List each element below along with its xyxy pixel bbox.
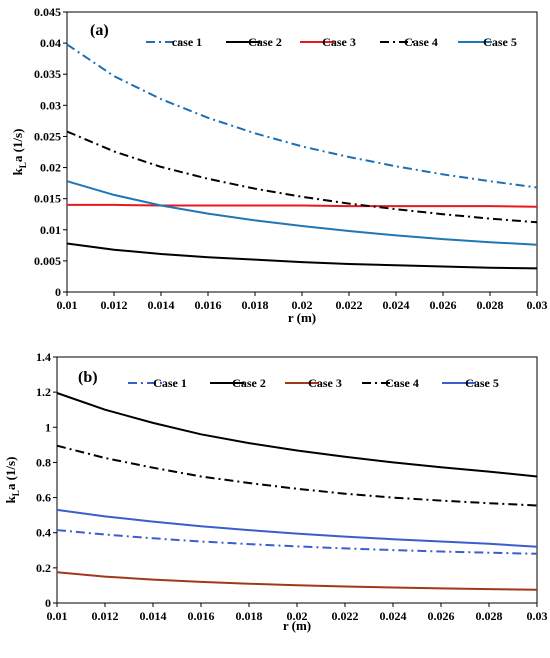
series-line-3: [67, 203, 538, 208]
series-line-1: [56, 529, 538, 555]
y-tick-label: 1.4: [36, 350, 51, 364]
series-line-4: [56, 444, 538, 507]
x-tick-label: 0.016: [188, 609, 215, 623]
legend-label: Case 4: [404, 35, 438, 49]
y-tick-label: 1.2: [36, 385, 51, 399]
y-axis-title-sub: L: [18, 162, 28, 168]
legend-label: Case 3: [308, 376, 342, 390]
y-tick-label: 0.01: [40, 223, 61, 237]
x-tick-label: 0.024: [380, 609, 407, 623]
y-axis-title-rest: a (1/s): [10, 129, 25, 163]
x-tick-label: 0.028: [476, 609, 503, 623]
y-tick-label: 0.025: [34, 129, 61, 143]
x-tick-label: 0.014: [148, 298, 175, 312]
x-tick-label: 0.012: [101, 298, 128, 312]
y-axis-title-rest: a (1/s): [3, 457, 18, 491]
legend: case 1 Case 2 Case 3 Case 4 Case 5: [146, 35, 517, 49]
y-tick-label: 0.8: [36, 455, 51, 469]
legend: Case 1 Case 2 Case 3 Case 4 Case 5: [128, 376, 499, 390]
legend-label: Case 5: [465, 376, 499, 390]
y-tick-label: 0.03: [40, 98, 61, 112]
series-line-2: [56, 392, 538, 478]
chart-panel-b: 0.01 0.012 0.014 0.016 0.018 0.02 0.022 0.024 0.…: [3, 350, 548, 633]
x-tick-label: 0.03: [527, 609, 548, 623]
x-tick-label: 0.02: [287, 609, 308, 623]
x-tick-label: 0.02: [292, 298, 313, 312]
legend-label: Case 2: [232, 376, 266, 390]
x-tick-label: 0.012: [92, 609, 119, 623]
y-tick-label: 0.4: [36, 526, 51, 540]
y-tick-label: 0.6: [36, 491, 51, 505]
x-tick-label: 0.01: [47, 609, 68, 623]
chart-panel-a: 0.01 0.012 0.014 0.016 0.018 0.02 0.022 0.024 0.…: [10, 5, 548, 325]
y-tick-label: 0.2: [36, 561, 51, 575]
x-axis-title: r (m): [288, 310, 316, 325]
legend-label: Case 3: [322, 35, 356, 49]
plot-frame: [56, 356, 538, 604]
x-tick-label: 0.014: [140, 609, 167, 623]
legend-label: Case 2: [248, 35, 282, 49]
y-tick-label: 0: [45, 596, 51, 610]
x-tick-label: 0.016: [195, 298, 222, 312]
legend-label: Case 5: [483, 35, 517, 49]
y-tick-label: 0.005: [34, 254, 61, 268]
x-tick-label: 0.028: [477, 298, 504, 312]
y-tick-label: 0.035: [34, 67, 61, 81]
legend-label: Case 1: [153, 376, 187, 390]
y-tick-label: 0.015: [34, 192, 61, 206]
plot-frame: [66, 11, 538, 293]
y-axis-title-main: k: [3, 495, 18, 503]
panel-label: (a): [90, 22, 109, 39]
series-line-1: [66, 43, 538, 189]
x-tick-label: 0.01: [57, 298, 78, 312]
series-line-3: [56, 571, 538, 591]
x-axis-title: r (m): [283, 618, 311, 633]
x-tick-label: 0.026: [428, 609, 455, 623]
series-line-5: [66, 180, 538, 246]
series-line-4: [66, 130, 538, 224]
x-tick-label: 0.03: [527, 298, 548, 312]
y-axis-title: kLa (1/s): [10, 129, 28, 176]
x-tick-label: 0.022: [336, 298, 363, 312]
y-tick-label: 0.04: [40, 36, 61, 50]
x-tick-label: 0.022: [332, 609, 359, 623]
x-tick-label: 0.018: [236, 609, 263, 623]
panel-label: (b): [78, 369, 98, 386]
series-line-5: [56, 508, 538, 548]
y-axis-title-main: k: [10, 167, 25, 175]
y-axis-title-sub: L: [11, 490, 21, 496]
y-tick-label: 0: [55, 285, 61, 299]
x-tick-label: 0.018: [242, 298, 269, 312]
y-axis-title: kLa (1/s): [3, 457, 21, 504]
legend-label: Case 4: [385, 376, 419, 390]
x-tick-label: 0.026: [430, 298, 457, 312]
y-tick-label: 0.02: [40, 161, 61, 175]
y-tick-label: 1: [45, 420, 51, 434]
legend-label: case 1: [172, 35, 202, 49]
x-tick-label: 0.024: [383, 298, 410, 312]
y-tick-label: 0.045: [34, 5, 61, 19]
series-line-2: [66, 242, 538, 270]
